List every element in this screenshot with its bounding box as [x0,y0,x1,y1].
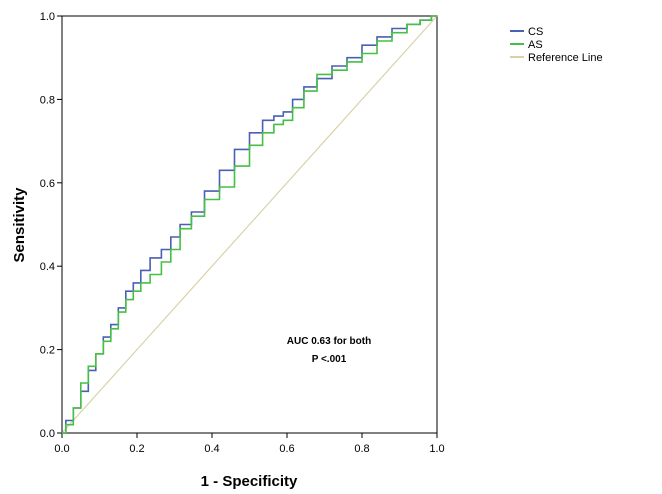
legend-label-as: AS [528,39,543,51]
x-tick-label: 0.8 [354,443,369,455]
y-tick-label: 0.2 [40,345,55,357]
x-tick-label: 0.4 [204,443,219,455]
x-tick-label: 0.0 [54,443,69,455]
x-tick-label: 0.6 [279,443,294,455]
y-tick-label: 0.6 [40,178,55,190]
x-tick-label: 1.0 [429,443,444,455]
y-tick-label: 0.0 [40,428,55,440]
x-tick-label: 0.2 [129,443,144,455]
y-tick-label: 0.4 [40,261,55,273]
series-line-reference-line [61,15,438,434]
y-axis-label: Sensitivity [11,187,28,263]
annotation-auc: AUC 0.63 for both [287,336,371,347]
series-line-as [62,15,437,434]
x-axis-label: 1 - Specificity [201,473,298,490]
series-lines [61,15,438,434]
x-axis-ticks: 0.0 0.2 0.4 0.6 0.8 1.0 [54,433,445,455]
legend-label-cs: CS [528,26,543,38]
y-tick-label: 0.8 [40,94,55,106]
y-tick-label: 1.0 [40,11,55,23]
annotation-p-value: P <.001 [312,354,347,365]
y-axis-ticks: 0.0 0.2 0.4 0.6 0.8 1.0 [40,11,62,440]
legend-label-reference-line: Reference Line [528,52,603,64]
